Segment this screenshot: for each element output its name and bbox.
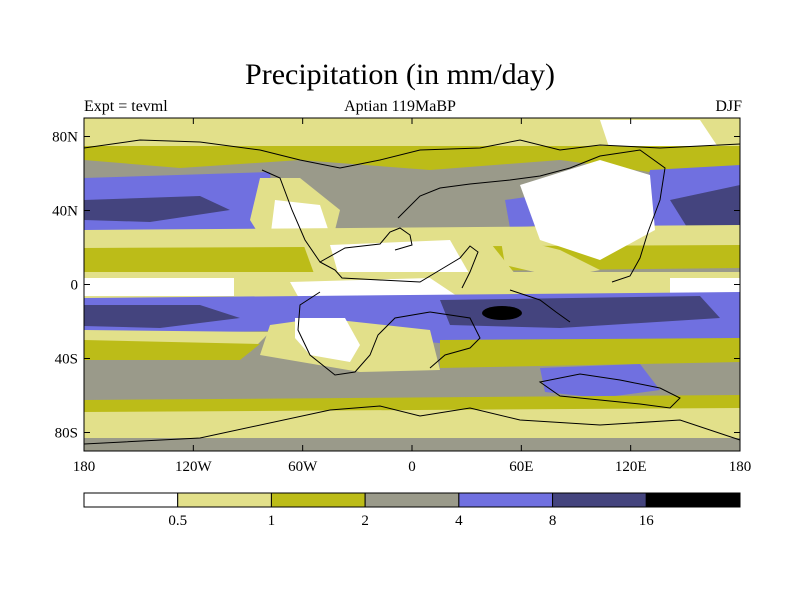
x-tick-label: 60E bbox=[509, 459, 533, 475]
legend-swatch bbox=[83, 492, 179, 508]
plot-frame bbox=[83, 117, 741, 452]
field-safr-yellow bbox=[440, 338, 740, 368]
coast-india bbox=[509, 289, 571, 323]
legend-swatch bbox=[645, 492, 741, 508]
x-tick-label: 0 bbox=[408, 459, 416, 475]
x-tick-label: 120E bbox=[615, 459, 647, 475]
experiment-label: Expt = tevml bbox=[84, 98, 168, 115]
x-tick-label: 120W bbox=[175, 459, 213, 475]
coast-arctic bbox=[83, 139, 741, 169]
chart-title: Precipitation (in mm/day) bbox=[245, 58, 555, 91]
coastline-layer bbox=[83, 139, 741, 445]
field-aus-blue bbox=[540, 364, 660, 398]
y-tick-label: 40N bbox=[52, 204, 78, 220]
field-antarctic bbox=[84, 438, 740, 451]
coast-antarctica bbox=[83, 405, 741, 445]
field-eq-white-w bbox=[84, 278, 234, 296]
legend-swatch bbox=[364, 492, 460, 508]
field-asia-yellow bbox=[500, 235, 600, 278]
legend-swatch bbox=[458, 492, 554, 508]
field-s-dark-e bbox=[440, 296, 720, 328]
y-tick-label: 0 bbox=[71, 278, 79, 294]
field-eq-white-c bbox=[290, 278, 460, 300]
field-npac-dark bbox=[84, 196, 230, 222]
field-ssub-yellow2 bbox=[84, 340, 260, 360]
field-s-dark-w bbox=[84, 305, 240, 328]
x-tick-label: 180 bbox=[729, 459, 752, 475]
coast-africa-north bbox=[319, 245, 479, 289]
field-eq-white-e bbox=[670, 278, 740, 296]
field-south-light bbox=[84, 408, 740, 440]
legend-level-label: 2 bbox=[361, 513, 369, 529]
period-label: Aptian 119MaBP bbox=[344, 98, 456, 115]
field-natl-dark bbox=[670, 185, 740, 232]
field-n-yellow bbox=[84, 146, 740, 172]
y-tick-label: 80N bbox=[52, 130, 78, 146]
legend-level-label: 1 bbox=[268, 513, 276, 529]
coast-samerica bbox=[297, 291, 431, 376]
season-label: DJF bbox=[715, 98, 742, 115]
field-asia-white bbox=[520, 160, 655, 260]
field-samer-white bbox=[295, 318, 360, 362]
legend-level-label: 8 bbox=[549, 513, 557, 529]
y-tick-label: 80S bbox=[55, 426, 78, 442]
coast-namerica bbox=[261, 169, 413, 263]
legend-level-label: 16 bbox=[639, 513, 655, 529]
coast-africa-south bbox=[429, 311, 481, 369]
x-tick-label: 60W bbox=[288, 459, 318, 475]
legend-level-label: 0.5 bbox=[168, 513, 187, 529]
y-tick-label: 40S bbox=[55, 352, 78, 368]
legend-swatch bbox=[177, 492, 272, 508]
coast-australia bbox=[538, 373, 681, 409]
coast-eurasia bbox=[397, 149, 666, 283]
legend-level-label: 4 bbox=[455, 513, 463, 529]
legend-swatch bbox=[270, 492, 366, 508]
x-tick-label: 180 bbox=[73, 459, 96, 475]
legend-swatch bbox=[552, 492, 647, 508]
field-max-core bbox=[482, 306, 522, 320]
